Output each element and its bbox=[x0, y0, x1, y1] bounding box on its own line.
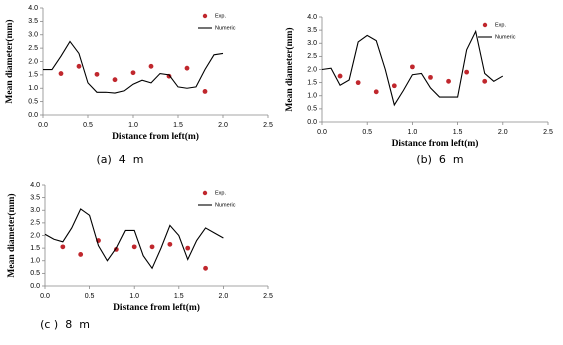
y-tick-label: 3.5 bbox=[307, 27, 317, 34]
data-point bbox=[202, 89, 208, 94]
data-point bbox=[60, 244, 66, 250]
y-tick-label: 3.5 bbox=[30, 194, 40, 201]
y-tick-label: 4.0 bbox=[30, 182, 40, 189]
y-tick-label: 2.0 bbox=[307, 66, 317, 73]
legend-label: Numeric bbox=[495, 34, 516, 40]
y-tick-label: 3.0 bbox=[30, 207, 40, 214]
x-axis-title: Distance from left(m) bbox=[112, 131, 199, 142]
caption: (c ) 8 m bbox=[40, 318, 90, 331]
data-point bbox=[58, 71, 64, 76]
data-point bbox=[355, 80, 361, 86]
x-tick-label: 2.5 bbox=[263, 122, 273, 129]
x-axis-title: Distance from left(m) bbox=[113, 302, 200, 313]
x-tick-label: 2.0 bbox=[498, 129, 508, 136]
x-tick-label: 1.0 bbox=[129, 293, 139, 300]
data-point bbox=[149, 244, 155, 250]
y-tick-label: 2.0 bbox=[30, 232, 40, 239]
data-point bbox=[337, 73, 343, 79]
y-tick-label: 0.0 bbox=[307, 119, 317, 126]
y-tick-label: 3.0 bbox=[307, 40, 317, 47]
x-tick-label: 2.5 bbox=[263, 293, 273, 300]
x-tick-label: 1.0 bbox=[128, 122, 138, 129]
y-tick-label: 0.5 bbox=[30, 270, 40, 277]
y-tick-label: 0.0 bbox=[28, 112, 38, 119]
legend-label: Exp. bbox=[495, 22, 506, 28]
caption: (b) 6 m bbox=[416, 153, 463, 166]
data-point bbox=[391, 83, 397, 89]
data-line bbox=[43, 40, 224, 94]
y-tick-label: 4.0 bbox=[28, 5, 38, 12]
legend-marker bbox=[202, 190, 208, 196]
data-point bbox=[464, 69, 470, 75]
x-tick-label: 1.5 bbox=[453, 129, 463, 136]
y-tick-label: 1.5 bbox=[30, 245, 40, 252]
legend-marker bbox=[482, 22, 488, 28]
y-tick-label: 3.5 bbox=[28, 18, 38, 25]
data-point bbox=[131, 244, 137, 250]
data-point bbox=[185, 245, 191, 251]
data-point bbox=[482, 78, 488, 84]
legend-label: Numeric bbox=[215, 202, 236, 208]
data-point bbox=[167, 241, 173, 247]
legend-marker bbox=[202, 13, 208, 19]
legend-label: Numeric bbox=[215, 25, 236, 31]
y-tick-label: 4.0 bbox=[307, 14, 317, 21]
y-tick-label: 1.0 bbox=[30, 258, 40, 265]
data-point bbox=[410, 64, 415, 70]
data-point bbox=[76, 63, 82, 69]
y-tick-label: 2.5 bbox=[30, 220, 40, 227]
y-axis-title: Mean diameter(mm) bbox=[6, 193, 17, 277]
y-tick-label: 2.5 bbox=[307, 53, 317, 60]
y-tick-label: 1.0 bbox=[28, 85, 38, 92]
legend-label: Exp. bbox=[215, 13, 226, 19]
y-axis-title: Mean diameter(mm) bbox=[284, 27, 295, 111]
legend-label: Exp. bbox=[215, 190, 226, 196]
data-point bbox=[184, 65, 190, 71]
x-tick-label: 0.0 bbox=[317, 129, 327, 136]
x-tick-label: 0.0 bbox=[40, 293, 50, 300]
x-tick-label: 0.0 bbox=[38, 122, 48, 129]
y-tick-label: 0.0 bbox=[30, 283, 40, 290]
data-point bbox=[112, 77, 118, 83]
x-tick-label: 2.0 bbox=[219, 293, 229, 300]
y-tick-label: 0.5 bbox=[28, 98, 38, 105]
y-tick-label: 1.5 bbox=[307, 79, 317, 86]
x-axis-title: Distance from left(m) bbox=[392, 138, 479, 149]
data-line bbox=[44, 208, 224, 270]
x-tick-label: 1.5 bbox=[173, 122, 183, 129]
caption: (a) 4 m bbox=[96, 153, 143, 166]
x-tick-label: 0.5 bbox=[85, 293, 95, 300]
data-point bbox=[446, 78, 451, 84]
x-tick-label: 1.5 bbox=[174, 293, 184, 300]
y-tick-label: 2.0 bbox=[28, 58, 38, 65]
y-tick-label: 2.5 bbox=[28, 45, 38, 52]
data-point bbox=[94, 71, 100, 77]
y-tick-label: 0.5 bbox=[307, 106, 317, 113]
y-tick-label: 1.0 bbox=[307, 93, 317, 100]
data-point bbox=[148, 63, 154, 69]
data-point bbox=[428, 74, 433, 80]
data-point bbox=[203, 265, 208, 271]
x-tick-label: 0.5 bbox=[83, 122, 93, 129]
data-line bbox=[321, 29, 504, 107]
y-tick-label: 3.0 bbox=[28, 32, 38, 39]
data-point bbox=[373, 89, 379, 95]
x-tick-label: 2.5 bbox=[543, 129, 553, 136]
y-tick-label: 1.5 bbox=[28, 72, 38, 79]
data-point bbox=[78, 252, 84, 257]
x-tick-label: 0.5 bbox=[362, 129, 372, 136]
x-tick-label: 2.0 bbox=[218, 122, 228, 129]
x-tick-label: 1.0 bbox=[408, 129, 418, 136]
y-axis-title: Mean diameter(mm) bbox=[4, 19, 15, 103]
data-point bbox=[130, 70, 136, 76]
